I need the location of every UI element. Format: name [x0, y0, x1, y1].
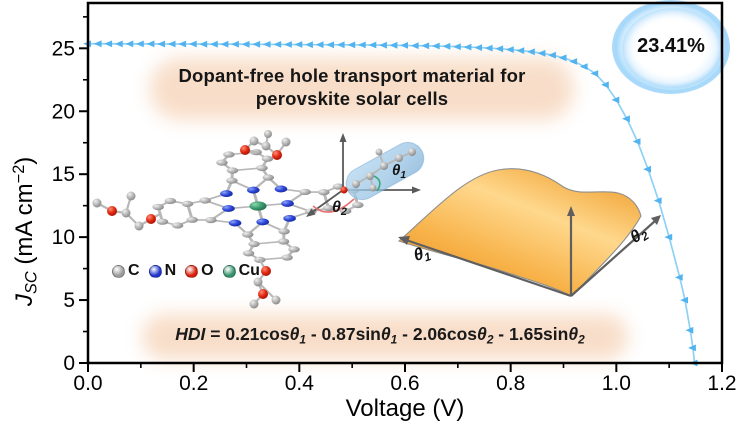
text-segment: HDI — [175, 324, 206, 344]
text-segment: θ — [380, 324, 391, 344]
x-tick-label: 0.2 — [179, 372, 208, 395]
legend-item-o: O — [185, 262, 214, 280]
y-tick-label: 5 — [63, 289, 75, 312]
x-tick-label: 0.6 — [390, 372, 419, 395]
efficiency-bubble-glow — [612, 0, 730, 94]
legend-item-c: C — [112, 262, 140, 280]
x-tick-label: 0.4 — [285, 372, 315, 395]
origin-marker — [340, 186, 348, 194]
text-segment: θ — [289, 324, 300, 344]
text-segment: SC — [22, 271, 41, 294]
legend-item-n: N — [148, 262, 177, 280]
x-tick-label: 1.0 — [602, 372, 631, 395]
capsule-fragment — [312, 141, 425, 213]
text-segment: - 1.65sin — [493, 324, 569, 344]
y-tick-label: 10 — [52, 226, 75, 249]
text-segment: θ — [477, 324, 487, 344]
efficiency-badge: 23.41% — [637, 35, 705, 57]
text-segment: 1 — [400, 169, 407, 181]
text-segment: ) — [11, 156, 39, 165]
y-tick-label: 0 — [63, 352, 75, 375]
atom-dot-c — [112, 264, 125, 278]
formula-glow-background — [142, 314, 628, 360]
theta1-arc — [373, 175, 381, 192]
text-segment: 2 — [340, 206, 347, 219]
figure-title-line1: Dopant-free hole transport material for — [178, 65, 526, 86]
text-segment: J — [11, 294, 39, 306]
text-segment: - 0.87sin — [305, 324, 381, 344]
legend-label: Cu — [238, 262, 260, 279]
text-segment: 2 — [486, 332, 494, 347]
x-tick-label: 1.2 — [707, 372, 736, 395]
text-segment: θ — [332, 199, 341, 216]
text-segment: θ — [568, 324, 579, 344]
text-segment: (mA cm — [11, 183, 39, 272]
text-segment: 1 — [390, 332, 398, 347]
legend-label: N — [164, 262, 177, 279]
molecule-nitrogen-atoms — [220, 185, 296, 227]
atom-color-legend: C N O Cu — [112, 262, 260, 280]
title-glow-background — [150, 58, 574, 120]
figure-title: Dopant-free hole transport material for … — [132, 64, 572, 110]
y-axis-label: JSC (mA cm−2) — [10, 157, 42, 306]
theta2-arc — [312, 198, 355, 213]
jv-curve — [83, 40, 698, 367]
surface-sheet — [397, 168, 642, 297]
surface-axes — [398, 206, 661, 298]
atom-dot-cu — [222, 264, 236, 278]
x-tick-label: 0.0 — [73, 372, 102, 395]
y-tick-label: 20 — [52, 100, 75, 123]
axis-ticks — [79, 16, 723, 372]
hdi-surface-plot — [397, 168, 661, 298]
atom-dot-o — [185, 264, 199, 278]
theta2-label-molecule: θ2 — [332, 199, 347, 218]
x-tick-label: 0.8 — [496, 372, 525, 395]
y-tick-label: 15 — [52, 163, 75, 186]
hdi-formula: HDI = 0.21cosθ1 - 0.87sinθ1 - 2.06cosθ2 … — [120, 324, 640, 346]
text-segment: θ — [392, 162, 401, 179]
legend-item-cu: Cu — [222, 262, 260, 280]
y-tick-label: 25 — [52, 37, 75, 60]
molecule-copper-atom — [249, 201, 267, 211]
text-segment: 2 — [578, 332, 585, 347]
legend-label: O — [201, 262, 214, 279]
molecule-side-chains — [92, 130, 291, 309]
legend-label: C — [128, 262, 140, 279]
molecule-structure — [92, 130, 364, 309]
text-segment: −2 — [10, 164, 28, 184]
figure-title-line2: perovskite solar cells — [255, 88, 449, 109]
text-segment: 1 — [299, 332, 306, 347]
theta1-label-molecule: θ1 — [392, 162, 406, 181]
text-segment: - 2.06cos — [397, 324, 478, 344]
x-axis-label: Voltage (V) — [345, 395, 465, 422]
tick-labels: 0.0 0.2 0.4 0.6 0.8 1.0 1.2 0 5 10 15 20 25 — [52, 37, 736, 395]
text-segment: = 0.21cos — [205, 324, 290, 344]
plot-frame — [86, 1, 724, 365]
atom-dot-n — [148, 264, 162, 278]
